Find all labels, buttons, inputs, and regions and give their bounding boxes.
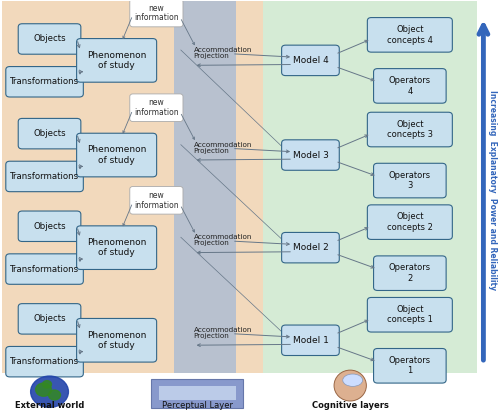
- FancyBboxPatch shape: [374, 163, 446, 198]
- FancyBboxPatch shape: [130, 0, 183, 27]
- Text: Operators
3: Operators 3: [389, 171, 431, 190]
- Text: Objects: Objects: [33, 129, 66, 138]
- Text: Projection: Projection: [194, 333, 230, 339]
- Text: Cognitive layers: Cognitive layers: [312, 401, 388, 410]
- FancyBboxPatch shape: [130, 187, 183, 214]
- Circle shape: [36, 383, 52, 396]
- FancyBboxPatch shape: [18, 119, 81, 149]
- FancyBboxPatch shape: [282, 45, 340, 76]
- FancyBboxPatch shape: [18, 24, 81, 54]
- Text: Model 3: Model 3: [292, 151, 328, 159]
- Ellipse shape: [343, 374, 362, 387]
- Text: Accommodation: Accommodation: [194, 327, 252, 333]
- Text: new
information: new information: [134, 98, 178, 117]
- Text: Projection: Projection: [194, 53, 230, 59]
- Text: Accommodation: Accommodation: [194, 47, 252, 53]
- FancyBboxPatch shape: [6, 161, 84, 192]
- Text: Operators
2: Operators 2: [389, 263, 431, 283]
- Text: Phenomenon
of study: Phenomenon of study: [87, 238, 146, 257]
- FancyBboxPatch shape: [6, 66, 84, 97]
- Text: Model 2: Model 2: [292, 243, 328, 252]
- Bar: [152, 380, 244, 408]
- Text: Object
concepts 3: Object concepts 3: [387, 120, 433, 139]
- Text: new
information: new information: [134, 4, 178, 22]
- Circle shape: [42, 381, 51, 388]
- Text: Object
concepts 1: Object concepts 1: [387, 305, 433, 325]
- Text: Objects: Objects: [33, 34, 66, 43]
- FancyBboxPatch shape: [282, 140, 340, 170]
- FancyBboxPatch shape: [368, 112, 452, 147]
- Text: Transformations: Transformations: [10, 172, 79, 181]
- Text: Projection: Projection: [194, 240, 230, 247]
- FancyBboxPatch shape: [368, 297, 452, 332]
- Text: Phenomenon
of study: Phenomenon of study: [87, 145, 146, 165]
- Text: Perceptual Layer: Perceptual Layer: [162, 401, 233, 410]
- Text: Operators
1: Operators 1: [389, 356, 431, 375]
- Text: Objects: Objects: [33, 314, 66, 323]
- FancyBboxPatch shape: [76, 133, 156, 177]
- FancyBboxPatch shape: [374, 256, 446, 290]
- Bar: [2, 1, 263, 373]
- FancyBboxPatch shape: [6, 254, 84, 284]
- FancyBboxPatch shape: [368, 205, 452, 240]
- FancyBboxPatch shape: [6, 347, 84, 377]
- Bar: [159, 386, 236, 400]
- Text: Model 1: Model 1: [292, 336, 328, 345]
- FancyBboxPatch shape: [368, 18, 452, 52]
- Text: Phenomenon
of study: Phenomenon of study: [87, 51, 146, 70]
- Text: Phenomenon
of study: Phenomenon of study: [87, 330, 146, 350]
- FancyBboxPatch shape: [282, 233, 340, 263]
- FancyBboxPatch shape: [76, 226, 156, 269]
- FancyBboxPatch shape: [130, 94, 183, 121]
- Text: Accommodation: Accommodation: [194, 234, 252, 240]
- Text: Operators
4: Operators 4: [389, 76, 431, 95]
- Text: External world: External world: [15, 401, 84, 410]
- FancyBboxPatch shape: [282, 325, 340, 356]
- FancyBboxPatch shape: [18, 211, 81, 242]
- Text: Transformations: Transformations: [10, 265, 79, 273]
- Text: Increasing  Explanatory  Power and Reliability: Increasing Explanatory Power and Reliabi…: [488, 90, 497, 290]
- Circle shape: [30, 376, 68, 407]
- Bar: [174, 1, 236, 373]
- Text: Object
concepts 4: Object concepts 4: [387, 25, 433, 45]
- Text: Transformations: Transformations: [10, 357, 79, 366]
- Text: Accommodation: Accommodation: [194, 142, 252, 147]
- Text: Projection: Projection: [194, 148, 230, 154]
- FancyBboxPatch shape: [18, 304, 81, 334]
- Circle shape: [48, 390, 60, 400]
- Text: new
information: new information: [134, 191, 178, 210]
- Text: Objects: Objects: [33, 222, 66, 231]
- Text: Object
concepts 2: Object concepts 2: [387, 212, 433, 232]
- Ellipse shape: [334, 370, 366, 401]
- FancyBboxPatch shape: [374, 69, 446, 103]
- FancyBboxPatch shape: [374, 349, 446, 383]
- Text: Model 4: Model 4: [292, 56, 328, 65]
- Bar: [263, 1, 477, 373]
- FancyBboxPatch shape: [76, 318, 156, 362]
- Text: Transformations: Transformations: [10, 77, 79, 86]
- FancyBboxPatch shape: [76, 38, 156, 82]
